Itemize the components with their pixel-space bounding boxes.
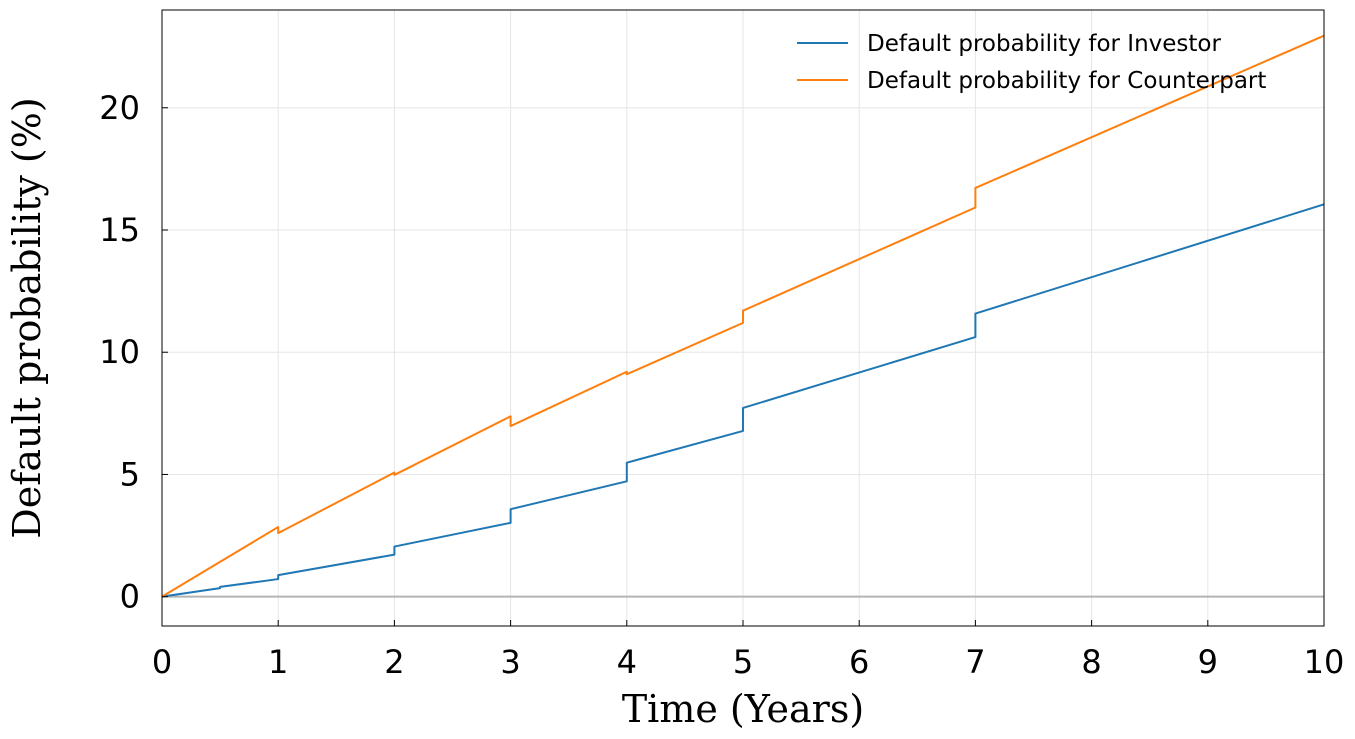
tick-layer: 0 1 2 3 4 5 6 7 8 9 10 0 5 10 15 20 [99,89,1344,681]
x-tick-label: 2 [384,643,404,681]
x-tick-label: 10 [1304,643,1345,681]
series-line-counterpart [161,34,1325,598]
x-tick-label: 0 [152,643,172,681]
x-tick-label: 8 [1081,643,1101,681]
x-tick-label: 6 [849,643,869,681]
legend-label: Default probability for Counterpart [867,68,1266,94]
legend: Default probability for Investor Default … [797,31,1266,94]
legend-label: Default probability for Investor [867,31,1222,57]
y-tick-label: 5 [120,455,140,493]
series-line-investor [161,203,1325,598]
x-tick-label: 5 [733,643,753,681]
x-tick-label: 7 [965,643,985,681]
y-axis-title: Default probability (%) [5,97,49,538]
x-tick-label: 1 [268,643,288,681]
x-tick-label: 4 [617,643,637,681]
y-tick-label: 10 [99,333,140,371]
series-layer [161,34,1325,598]
y-tick-label: 0 [120,578,140,616]
x-axis-title: Time (Years) [622,687,864,731]
x-tick-label: 9 [1198,643,1218,681]
x-tick-label: 3 [500,643,520,681]
y-tick-label: 20 [99,89,140,127]
y-tick-label: 15 [99,211,140,249]
